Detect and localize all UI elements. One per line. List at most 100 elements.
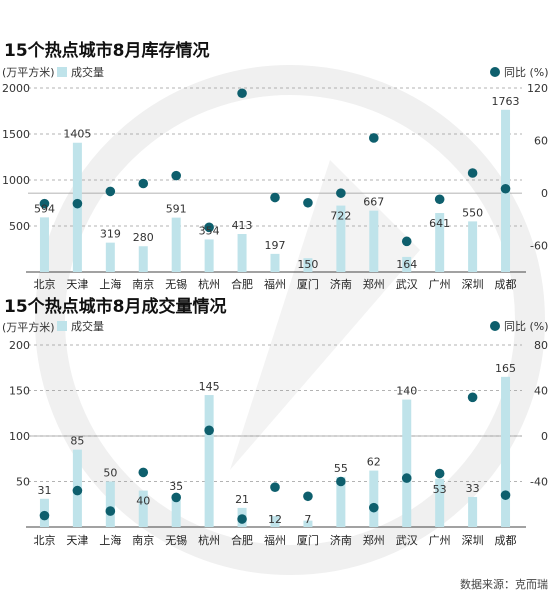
chart2-value-label: 33 [466,482,480,495]
chart1-value-label: 354 [199,224,220,237]
chart2-value-label: 62 [367,456,381,469]
chart1-category-label: 上海 [99,277,121,291]
chart2-value-label: 85 [70,435,84,448]
chart1-dot [500,183,511,194]
chart1-dot [401,236,412,247]
watermark [35,65,545,575]
chart1-value-label: 667 [363,196,384,209]
chart1-value-label: 150 [297,258,318,271]
chart2-ytick-label: 100 [9,430,30,443]
chart2-category-label: 南京 [132,533,154,547]
chart2-ytick-label: 50 [16,476,30,489]
chart2-category-label: 合肥 [231,533,253,547]
chart1-value-label: 164 [396,258,417,271]
chart2-category-label: 福州 [264,533,286,547]
chart1-plot: 500 1000 1500 2000 120 60 0 -60 594 1405 319 280 591… [2,82,548,291]
chart2-dot-legend-label: 同比 (%) [504,320,549,333]
chart1-ytick-label: 2000 [2,82,30,95]
chart1-dot [303,197,313,208]
chart2-category-label: 郑州 [363,533,385,547]
chart2-dot [270,482,280,492]
chart2-value-label: 12 [268,513,282,526]
chart1-value-label: 641 [429,217,450,230]
chart2-y2tick-label: 0 [541,430,548,443]
chart1-dot [171,170,181,181]
chart1-category-label: 广州 [429,278,451,291]
chart1-dot-legend-label: 同比 (%) [504,66,549,79]
chart2-dot [303,491,313,502]
chart1-bar [435,213,445,272]
chart1-value-label: 280 [133,231,154,244]
chart1-category-label: 济南 [330,277,352,291]
chart2-category-label: 武汉 [396,534,418,547]
chart1-category-label: 成都 [495,278,517,291]
chart1-bar [336,205,346,272]
chart2-bar [138,490,148,527]
chart2-bar-legend-label: 成交量 [71,319,104,333]
chart2-category-label: 广州 [429,534,451,547]
chart1-y2tick-label: 120 [527,82,548,95]
chart1-title: 15个热点城市8月库存情况 [4,40,210,61]
chart2-dot [500,490,511,500]
chart2-y2tick-label: 40 [534,385,548,398]
chart1-bar [237,234,247,272]
chart1-category-label: 无锡 [165,277,187,291]
chart1-category-label: 天津 [66,278,88,291]
chart1-dot [434,194,445,205]
chart2-bar [369,470,379,527]
chart2-value-label: 165 [495,362,516,375]
chart1-dot [270,192,280,203]
chart2-value-label: 35 [169,480,183,493]
chart2-bar [402,399,412,527]
chart1-value-label: 413 [232,219,253,232]
chart2-category-label: 天津 [66,534,88,547]
chart1-ylabel: (万平方米) [2,65,55,79]
chart1-bar [369,210,379,272]
chart1-ytick-label: 1000 [2,174,30,187]
data-source: 数据来源：克而瑞 [460,577,548,591]
chart2-bar [501,376,511,527]
chart1-value-label: 197 [265,239,286,252]
chart2-value-label: 55 [334,462,348,475]
chart1-value-label: 550 [462,206,483,219]
chart1-value-label: 594 [34,202,55,215]
chart1-dot [72,198,83,209]
chart1-bar [39,217,49,272]
chart1-dot [39,198,50,209]
chart2-dot [105,506,116,516]
chart2-category-label: 无锡 [165,533,187,547]
chart2-value-label: 40 [136,495,150,508]
chart2-value-label: 7 [304,513,311,526]
chart1-category-label: 杭州 [198,277,220,291]
chart2-category-label: 北京 [33,533,55,547]
chart1-bar [105,242,115,272]
chart2-dot [237,514,247,524]
chart2-dot [467,392,478,403]
chart1-ytick-label: 500 [9,220,30,233]
chart2-bar [171,495,181,527]
chart2-dot [336,476,346,487]
chart1-bar [303,258,313,272]
chart2-y2tick-label: -40 [530,476,548,489]
chart2-dot [434,468,445,479]
chart1-value-label: 1763 [492,95,520,108]
chart1-category-label: 武汉 [396,278,418,291]
chart1-category-label: 福州 [264,277,286,291]
chart1-value-label: 591 [166,203,187,216]
chart1-bar-legend-label: 成交量 [71,65,104,79]
chart1-bar [402,256,412,272]
chart2-value-label: 31 [37,484,51,497]
chart2-category-label: 厦门 [297,533,319,547]
chart2-bar [105,481,115,527]
chart1-category-label: 郑州 [363,277,385,291]
chart1-category-label: 合肥 [231,277,253,291]
chart2-bar-legend-swatch [57,321,67,331]
chart1-dot [369,133,379,143]
chart1-dot [467,168,478,178]
chart1-category-label: 北京 [33,277,55,291]
chart1-bar-legend-swatch [57,67,67,77]
chart2-plot: 50 100 150 200 80 40 0 -40 31 85 50 40 35 145 21 12 7 55 6… [9,339,548,547]
chart2-value-label: 140 [396,385,417,398]
chart2-category-label: 深圳 [462,534,484,547]
